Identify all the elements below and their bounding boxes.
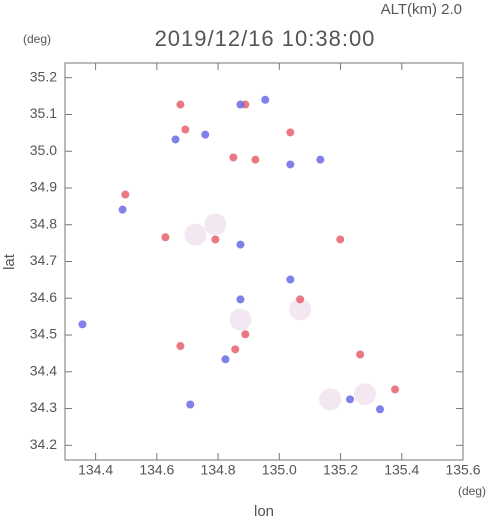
echo-point <box>241 330 250 339</box>
echo-point <box>186 400 195 409</box>
echo-point <box>236 295 245 304</box>
echo-point <box>184 223 207 246</box>
echo-point <box>376 405 385 414</box>
echo-point <box>211 235 220 244</box>
x-axis-label: lon <box>254 503 274 520</box>
echo-point <box>161 233 170 242</box>
echo-point <box>201 130 210 139</box>
x-tick-label: 135.0 <box>262 462 297 478</box>
echo-point <box>286 160 295 169</box>
x-tick-label: 134.8 <box>201 462 236 478</box>
echo-point <box>229 308 252 331</box>
echo-point <box>181 125 190 134</box>
subtitle: ALT(km) 2.0 <box>381 1 462 18</box>
echo-point <box>354 383 377 406</box>
echo-point <box>171 135 180 144</box>
echo-point <box>261 95 270 104</box>
x-tick-label: 135.6 <box>445 462 480 478</box>
echo-point <box>391 385 400 394</box>
echo-point <box>286 128 295 137</box>
echo-point <box>286 275 295 284</box>
echo-point <box>78 320 87 329</box>
echo-point <box>356 350 365 359</box>
y-tick-label: 35.1 <box>30 105 57 121</box>
y-unit: (deg) <box>23 32 51 46</box>
y-tick-label: 34.3 <box>30 399 57 415</box>
echo-point <box>176 342 185 351</box>
y-tick-label: 34.7 <box>30 252 57 268</box>
y-tick-label: 34.2 <box>30 436 57 452</box>
y-tick-label: 34.8 <box>30 215 57 231</box>
echo-point <box>336 235 345 244</box>
x-tick-label: 134.4 <box>78 462 113 478</box>
y-axis-label: lat <box>1 253 18 270</box>
echo-point <box>229 153 238 162</box>
y-tick-label: 34.4 <box>30 362 57 378</box>
echo-point <box>251 155 260 164</box>
x-tick-label: 135.4 <box>384 462 419 478</box>
echo-point <box>236 100 245 109</box>
echo-point <box>204 213 227 236</box>
y-tick-label: 34.6 <box>30 289 57 305</box>
y-tick-label: 34.9 <box>30 179 57 195</box>
chart-title: 2019/12/16 10:38:00 <box>155 26 376 51</box>
x-unit: (deg) <box>458 484 486 498</box>
echo-point <box>289 298 312 321</box>
y-tick-label: 35.0 <box>30 142 57 158</box>
y-tick-label: 35.2 <box>30 68 57 84</box>
echo-point <box>296 295 305 304</box>
echo-point <box>231 345 240 354</box>
echo-point <box>346 395 355 404</box>
echo-point <box>176 100 185 109</box>
x-tick-label: 135.2 <box>323 462 358 478</box>
y-tick-label: 34.5 <box>30 326 57 342</box>
echo-point <box>236 240 245 249</box>
echo-point <box>121 190 130 199</box>
echo-point <box>319 388 342 411</box>
echo-point <box>316 155 325 164</box>
echo-point <box>221 355 230 364</box>
x-tick-label: 134.6 <box>139 462 174 478</box>
echo-point <box>118 205 127 214</box>
plot-frame <box>64 62 464 461</box>
